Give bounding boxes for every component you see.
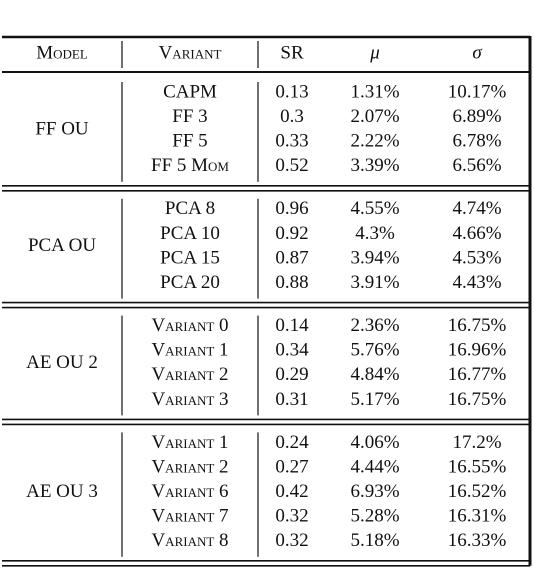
variant-cell: Variant 7 [151,506,228,527]
variant-cell: Variant 1 [151,432,228,453]
value-cell: 3.94% [350,247,399,268]
variant-cell: Variant 3 [151,389,228,410]
value-cell: 4.06% [350,432,399,453]
value-cell: 6.56% [452,155,501,176]
model-cell: AE OU 3 [26,481,98,502]
value-cell: 4.74% [452,198,501,219]
variant-cell: PCA 20 [160,272,220,293]
header-cell: Model [36,42,88,63]
value-cell: 17.2% [452,432,501,453]
variant-cell: FF 5 Mom [151,155,229,176]
value-cell: 2.22% [350,131,399,152]
model-cell: FF OU [35,118,89,139]
value-cell: 6.89% [452,106,501,127]
value-cell: 0.87 [275,247,308,268]
value-cell: 10.17% [448,81,507,102]
variant-cell: FF 3 [172,106,207,127]
value-cell: 6.93% [350,481,399,502]
value-cell: 5.28% [350,506,399,527]
value-cell: 3.91% [350,272,399,293]
value-cell: 0.32 [275,530,308,551]
value-cell: 4.3% [355,223,395,244]
value-cell: 4.84% [350,364,399,385]
variant-cell: Variant 1 [151,340,228,361]
value-cell: 0.31 [275,389,308,410]
value-cell: 3.39% [350,155,399,176]
model-cell: AE OU 2 [26,352,98,373]
value-cell: 4.43% [452,272,501,293]
value-cell: 6.78% [452,131,501,152]
variant-cell: Variant 0 [151,315,228,336]
header-cell: μ [369,42,380,63]
value-cell: 16.31% [448,506,507,527]
value-cell: 16.77% [448,364,507,385]
variant-cell: PCA 10 [160,223,220,244]
variant-cell: Variant 2 [151,456,228,477]
value-cell: 0.33 [275,131,308,152]
header-cell: Variant [159,42,222,63]
value-cell: 16.96% [448,340,507,361]
value-cell: 0.32 [275,506,308,527]
variant-cell: PCA 15 [160,247,220,268]
variant-cell: CAPM [163,81,217,102]
value-cell: 0.42 [275,481,308,502]
value-cell: 0.92 [275,223,308,244]
value-cell: 5.17% [350,389,399,410]
value-cell: 0.3 [280,106,304,127]
value-cell: 0.88 [275,272,308,293]
value-cell: 0.52 [275,155,308,176]
value-cell: 2.36% [350,315,399,336]
variant-cell: Variant 2 [151,364,228,385]
value-cell: 16.33% [448,530,507,551]
variant-cell: Variant 8 [151,530,228,551]
value-cell: 0.96 [275,198,308,219]
value-cell: 16.52% [448,481,507,502]
value-cell: 4.55% [350,198,399,219]
value-cell: 16.75% [448,389,507,410]
variant-cell: FF 5 [172,131,207,152]
value-cell: 0.27 [275,456,308,477]
value-cell: 16.55% [448,456,507,477]
value-cell: 0.29 [275,364,308,385]
value-cell: 2.07% [350,106,399,127]
value-cell: 5.76% [350,340,399,361]
value-cell: 4.53% [452,247,501,268]
value-cell: 4.66% [452,223,501,244]
value-cell: 0.24 [275,432,309,453]
model-cell: PCA OU [28,235,96,256]
value-cell: 5.18% [350,530,399,551]
value-cell: 4.44% [350,456,399,477]
variant-cell: Variant 6 [151,481,228,502]
value-cell: 16.75% [448,315,507,336]
value-cell: 0.34 [275,340,309,361]
variant-cell: PCA 8 [165,198,215,219]
value-cell: 0.14 [275,315,309,336]
header-cell: SR [280,42,304,63]
value-cell: 0.13 [275,81,308,102]
header-cell: σ [472,42,482,63]
value-cell: 1.31% [350,81,399,102]
